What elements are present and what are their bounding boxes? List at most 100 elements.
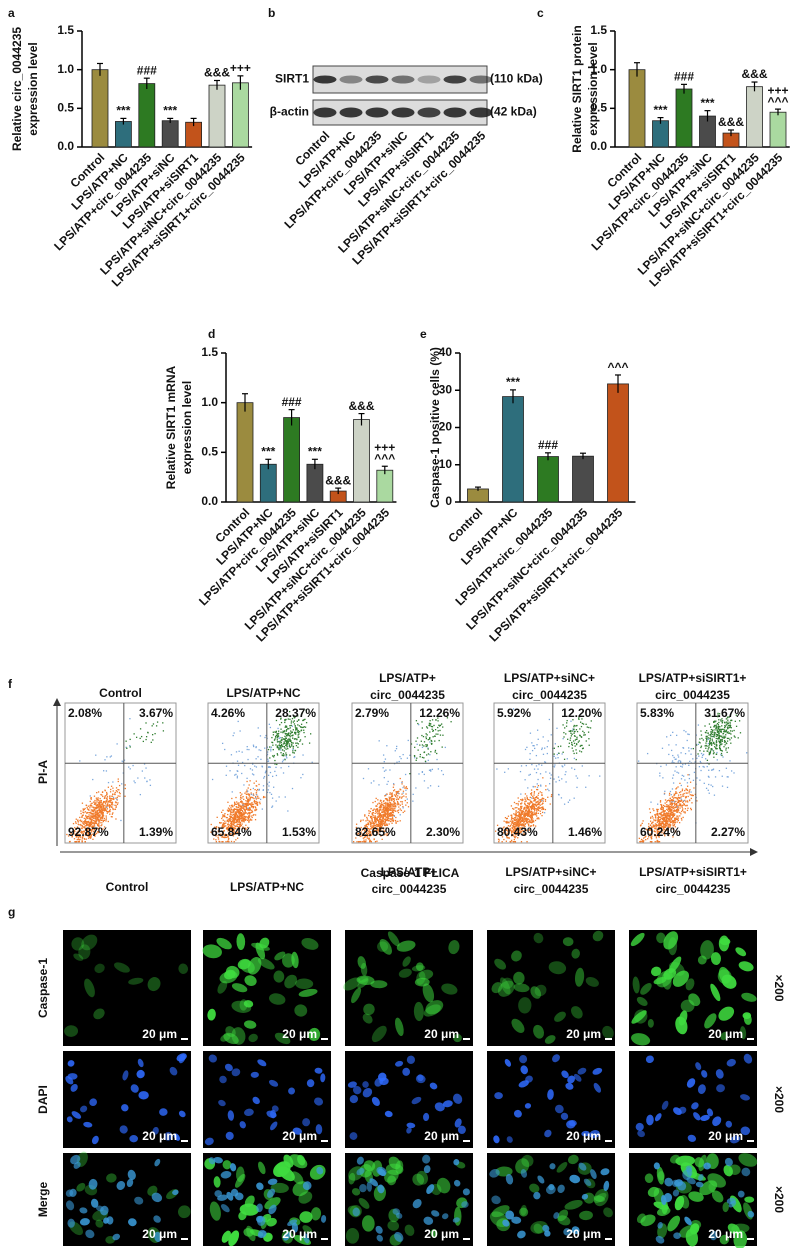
event-dot (663, 823, 665, 826)
event-dot (655, 824, 657, 827)
event-dot (271, 736, 273, 739)
event-dot (525, 814, 528, 816)
event-dot (248, 795, 251, 797)
event-dot (672, 800, 675, 802)
cell (250, 1071, 259, 1078)
event-dot (248, 821, 250, 823)
event-dot (379, 824, 381, 826)
event-dot (391, 808, 393, 810)
cell (130, 1084, 139, 1093)
event-dot (667, 820, 669, 822)
event-dot (521, 802, 523, 804)
event-dot (92, 830, 95, 833)
event-dot (395, 806, 397, 808)
event-dot (496, 824, 499, 826)
event-dot (663, 833, 666, 835)
event-dot (243, 798, 245, 801)
event-dot (661, 821, 663, 824)
event-dot (103, 819, 106, 822)
event-dot (568, 745, 570, 748)
event-dot (659, 800, 662, 802)
event-dot (587, 731, 590, 733)
event-dot (542, 736, 544, 738)
cell (257, 957, 275, 970)
event-dot (706, 735, 708, 737)
cell (636, 996, 648, 1007)
event-dot (516, 820, 518, 823)
event-dot (402, 792, 404, 794)
event-dot (657, 818, 659, 820)
event-dot (399, 788, 401, 790)
event-dot (522, 821, 525, 823)
event-dot (364, 827, 367, 829)
event-dot (364, 815, 366, 817)
event-dot (372, 814, 374, 817)
event-dot (684, 808, 687, 810)
event-dot (676, 771, 678, 773)
event-dot (680, 761, 682, 763)
event-dot (287, 739, 289, 741)
event-dot (83, 821, 86, 823)
event-dot (573, 732, 575, 734)
event-dot (510, 805, 513, 807)
event-dot (515, 825, 517, 827)
event-dot (434, 749, 437, 752)
event-dot (269, 746, 271, 748)
event-dot (211, 778, 214, 781)
event-dot (388, 815, 390, 817)
event-dot (659, 808, 662, 810)
event-dot (692, 779, 695, 781)
event-dot (581, 718, 583, 720)
event-dot (706, 738, 708, 741)
event-dot (512, 826, 515, 828)
event-dot (696, 777, 698, 779)
event-dot (518, 822, 521, 824)
event-dot (525, 819, 527, 821)
event-dot (294, 738, 297, 740)
event-dot (89, 815, 92, 817)
event-dot (392, 783, 395, 785)
event-dot (97, 798, 99, 801)
event-dot (285, 737, 288, 739)
event-dot (293, 752, 295, 754)
event-dot (511, 833, 513, 836)
event-dot (223, 825, 225, 828)
event-dot (85, 833, 87, 835)
event-dot (246, 789, 248, 791)
event-dot (89, 822, 92, 825)
event-dot (534, 796, 537, 799)
event-dot (271, 755, 274, 757)
event-dot (661, 806, 663, 808)
event-dot (674, 821, 676, 823)
event-dot (220, 833, 222, 835)
event-dot (380, 805, 382, 807)
quadrant-value: 65.84% (211, 825, 252, 839)
event-dot (406, 787, 408, 790)
event-dot (405, 793, 407, 795)
event-dot (664, 810, 666, 812)
event-dot (713, 736, 715, 738)
event-dot (236, 829, 239, 831)
event-dot (524, 811, 526, 813)
event-dot (671, 809, 673, 811)
event-dot (391, 794, 394, 796)
event-dot (92, 810, 95, 813)
cell (717, 969, 732, 985)
event-dot (536, 788, 539, 791)
event-dot (91, 822, 93, 825)
event-dot (100, 804, 102, 807)
event-dot (93, 806, 95, 808)
event-dot (402, 790, 405, 792)
event-dot (510, 817, 513, 819)
cell (351, 987, 362, 1004)
event-dot (249, 768, 252, 770)
event-dot (235, 773, 237, 776)
event-dot (572, 728, 574, 730)
event-dot (230, 821, 233, 824)
event-dot (425, 744, 427, 746)
event-dot (684, 811, 686, 813)
event-dot (236, 808, 238, 810)
event-dot (672, 825, 674, 827)
event-dot (228, 810, 230, 813)
cell (243, 1000, 254, 1008)
